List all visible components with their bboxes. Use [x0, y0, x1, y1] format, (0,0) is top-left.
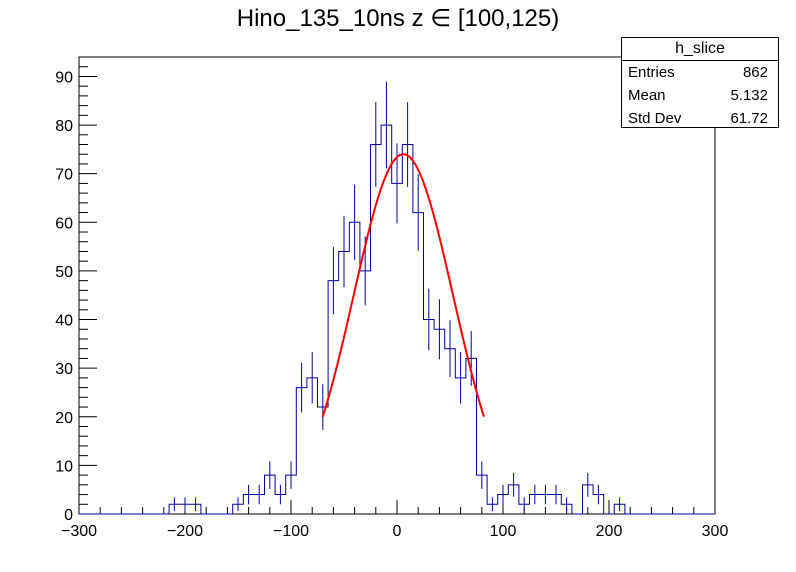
stats-row-stddev: Std Dev 61.72	[622, 107, 778, 130]
fit-curve-group	[321, 153, 485, 417]
tick-labels: −300 −200 −100 0 100 200 300 0 10 20 30 40 50 60 70 80 9…	[55, 69, 728, 540]
x-tick-label: 0	[393, 523, 402, 540]
y-tick-label: 20	[55, 410, 73, 427]
x-tick-label: 300	[702, 523, 729, 540]
stats-row-entries: Entries 862	[622, 61, 778, 84]
stats-value: 5.132	[730, 87, 768, 104]
plot-frame	[78, 56, 716, 515]
histogram-series	[79, 124, 715, 515]
chart-title: Hino_135_10ns z ∈ [100,125)	[236, 5, 560, 32]
error-bars	[173, 81, 621, 512]
y-tick-label: 0	[64, 507, 73, 524]
stats-value: 862	[742, 64, 768, 81]
y-tick-label: 90	[55, 69, 73, 86]
y-tick-label: 70	[55, 167, 73, 184]
stats-label: Std Dev	[628, 110, 682, 127]
stats-label: Entries	[628, 64, 675, 81]
y-tick-label: 60	[55, 215, 73, 232]
x-tick-label: 200	[596, 523, 623, 540]
stats-title: h_slice	[622, 38, 778, 61]
y-tick-label: 30	[55, 361, 73, 378]
x-tick-label: −300	[61, 523, 97, 540]
y-tick-label: 50	[55, 264, 73, 281]
x-tick-label: −100	[273, 523, 309, 540]
axis-ticks	[78, 56, 716, 515]
fit-curve	[321, 153, 485, 417]
x-tick-label: 100	[490, 523, 517, 540]
stats-row-mean: Mean 5.132	[622, 84, 778, 107]
y-tick-label: 40	[55, 313, 73, 330]
stats-value: 61.72	[730, 110, 768, 127]
x-tick-label: −200	[167, 523, 203, 540]
stats-box: h_slice Entries 862 Mean 5.132 Std Dev 6…	[621, 37, 779, 128]
histogram-outline	[79, 124, 715, 515]
y-tick-label: 80	[55, 118, 73, 135]
stats-label: Mean	[628, 87, 666, 104]
y-tick-label: 10	[55, 458, 73, 475]
